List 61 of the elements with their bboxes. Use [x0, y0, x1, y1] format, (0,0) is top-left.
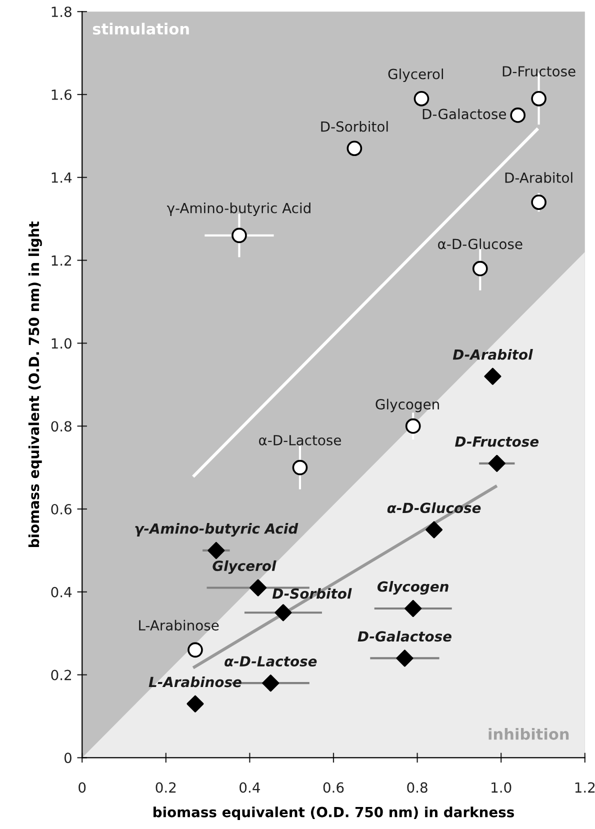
data-label: α-D-Lactose	[224, 656, 317, 667]
data-label: L-Arabinose	[148, 676, 242, 688]
data-label: α-D-Glucose	[438, 238, 522, 250]
y-tick-label: 0.6	[51, 504, 72, 514]
data-label: D-Sorbitol	[272, 588, 352, 599]
data-label: Glycogen	[376, 398, 439, 412]
point	[510, 108, 526, 123]
data-label: D-Fructose	[502, 66, 576, 77]
point	[232, 228, 247, 244]
x-tick-label: 0.8	[407, 782, 428, 793]
point	[531, 194, 546, 210]
point	[484, 368, 502, 385]
y-tick-label: 1.2	[52, 255, 71, 266]
point	[531, 90, 546, 106]
point	[346, 140, 362, 156]
point	[188, 642, 203, 658]
x-tick-label: 0	[78, 782, 86, 793]
point	[488, 454, 506, 472]
data-label: Glycerol	[388, 68, 444, 82]
x-axis-title: biomass equivalent (O.D. 750 nm) in darkness	[154, 806, 514, 820]
point	[250, 579, 267, 596]
point	[186, 695, 204, 712]
annotation: stimulation	[92, 22, 189, 35]
point	[208, 542, 225, 559]
y-axis-title: biomass equivalent (O.D. 750 nm) in light	[28, 221, 42, 548]
y-tick-label: 1.8	[52, 6, 72, 18]
data-label: α-D-Lactose	[259, 435, 341, 446]
point	[262, 674, 280, 692]
data-label: D-Fructose	[455, 436, 539, 447]
data-label: D-Sorbitol	[321, 121, 388, 132]
data-label: D-Galactose	[358, 630, 452, 642]
y-tick-label: 1.4	[52, 172, 72, 183]
point	[472, 260, 488, 276]
y-tick-label: 1.0	[52, 338, 72, 349]
annotation: inhibition	[488, 728, 569, 740]
data-label: Glycerol	[212, 560, 276, 574]
data-label: γ-Amino-butyric Acid	[135, 523, 298, 537]
data-label: D-Galactose	[422, 108, 506, 120]
data-label: Glycogen	[377, 581, 448, 595]
data-label: γ-Amino-butyric Acid	[167, 202, 310, 216]
y-tick-label: 1.6	[52, 89, 72, 100]
data-label: D-Arabitol	[505, 172, 572, 183]
data-label: α-D-Glucose	[387, 502, 481, 514]
y-tick-label: 0.8	[51, 421, 72, 432]
point	[292, 460, 308, 476]
point	[404, 600, 422, 617]
x-tick-label: 1.0	[492, 782, 512, 793]
y-tick-label: 0	[64, 752, 72, 764]
x-tick-label: 0.2	[156, 782, 176, 793]
point	[396, 650, 414, 667]
y-tick-label: 0.2	[51, 670, 71, 680]
x-tick-label: 0.6	[323, 782, 344, 793]
point	[414, 90, 430, 106]
y-tick-label: 0.4	[51, 586, 72, 598]
point	[405, 418, 421, 434]
data-label: L-Arabinose	[139, 620, 219, 631]
point	[426, 521, 443, 538]
x-tick-label: 0.4	[240, 782, 260, 793]
x-tick-label: 1.2	[575, 782, 595, 793]
data-label: D-Arabitol	[452, 349, 533, 360]
point	[274, 604, 292, 622]
